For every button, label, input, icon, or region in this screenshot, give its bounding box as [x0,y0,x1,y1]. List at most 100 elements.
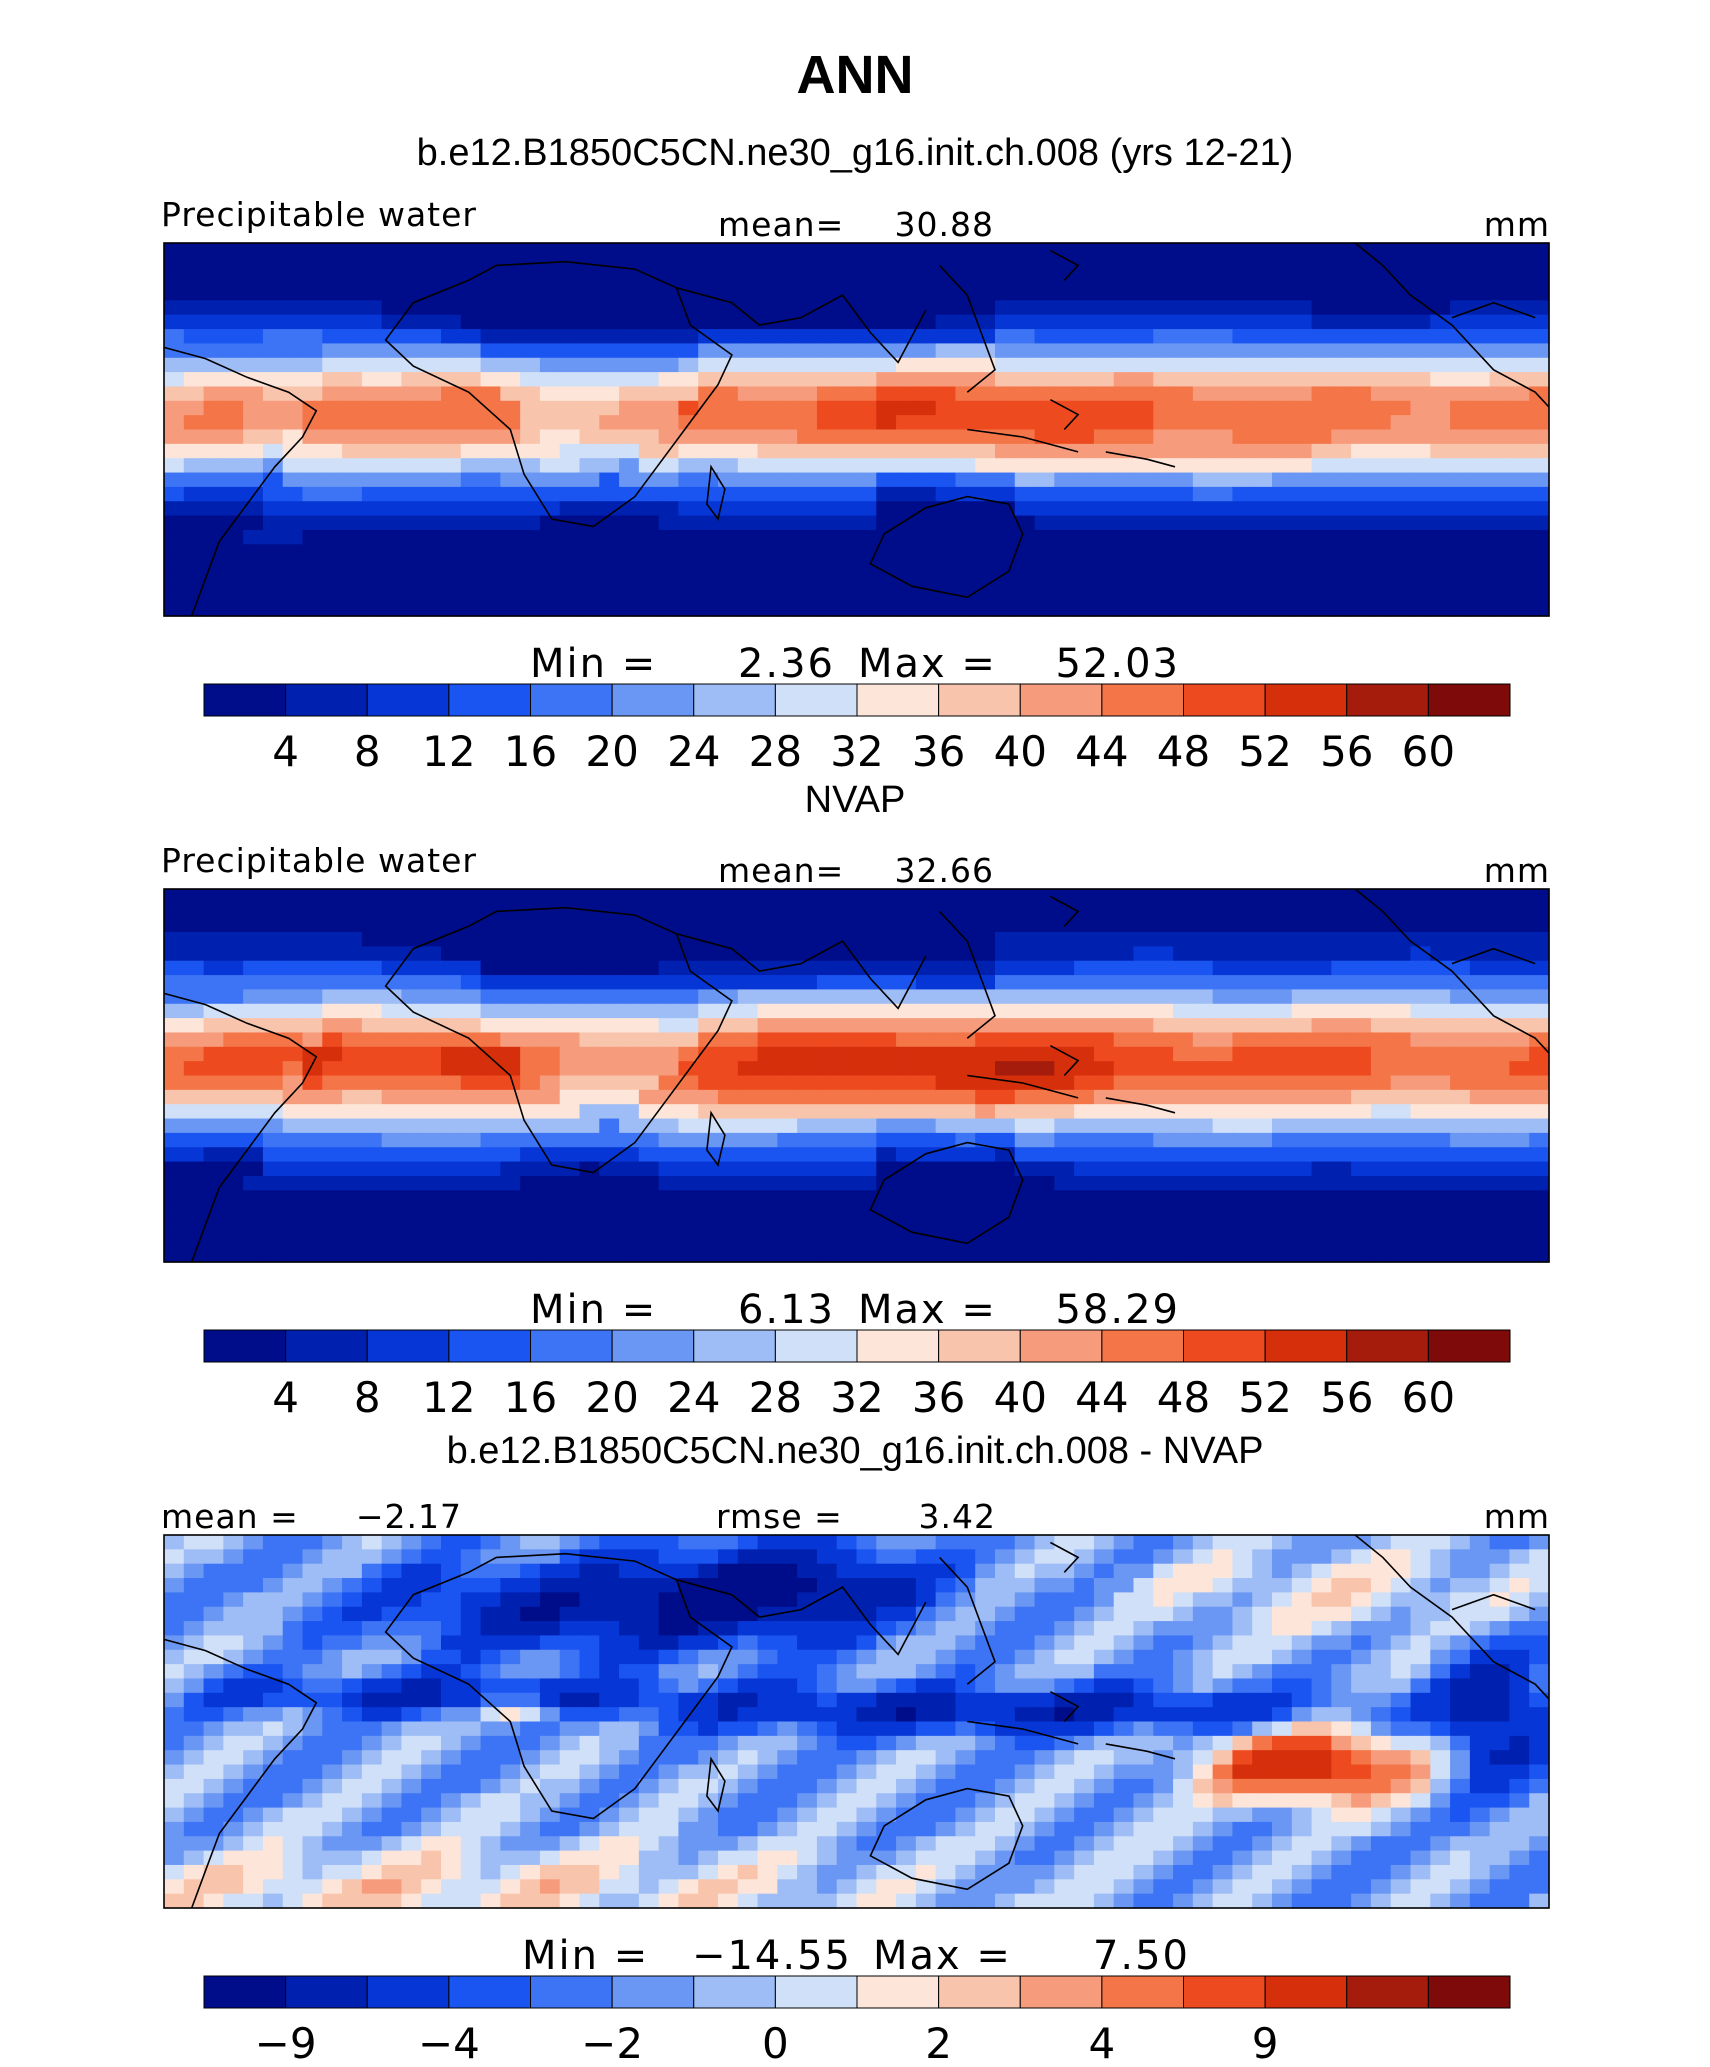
map-cell [876,1118,897,1134]
map-cell [164,415,185,431]
map-cell [975,343,996,359]
map-cell [1212,515,1234,531]
map-cell [361,917,383,933]
map-cell [935,458,957,474]
map-cell [737,314,759,330]
map-cell [1311,443,1332,459]
map-cell [638,1233,660,1249]
map-cell [401,1549,422,1565]
map-cell [816,1233,838,1249]
map-cell [856,544,877,560]
map-cell [480,1563,501,1579]
map-cell [1034,529,1055,545]
map-cell [1351,1635,1372,1651]
map-cell [816,960,838,976]
map-cell [1509,357,1530,373]
map-cell [638,271,660,287]
map-cell [421,1692,442,1708]
map-cell [737,1104,759,1120]
map-cell [737,889,759,904]
map-cell [1034,314,1055,330]
max-value: 58.29 [1055,1287,1180,1333]
map-cell [1192,1247,1214,1263]
map-cell [797,1735,818,1751]
map-cell [1014,1233,1036,1249]
map-cell [421,1104,442,1120]
map-cell [361,458,383,474]
map-cell [282,1247,304,1263]
map-cell [322,300,343,316]
coastline [706,464,726,521]
map-cell [1054,572,1075,588]
map-cell [1291,501,1313,517]
map-cell [1489,889,1511,904]
map-cell [896,903,917,919]
map-cell [836,1190,858,1206]
map-cell [1153,1707,1174,1723]
map-cell [698,1061,719,1077]
map-cell [1192,1692,1214,1708]
map-cell [1192,1089,1214,1105]
map-cell [559,1003,581,1019]
map-cell [520,1735,541,1751]
map-cell [559,314,581,330]
map-cell [1370,1664,1392,1680]
map-cell [975,1621,996,1637]
map-cell [935,1778,957,1794]
map-cell [1370,1018,1392,1034]
map-cell [421,1018,442,1034]
map-cell [757,903,778,919]
map-cell [183,1621,205,1637]
map-cell [460,1606,482,1622]
map-cell [1153,1061,1174,1077]
map-cell [1054,1147,1075,1163]
map-cell [718,544,739,560]
map-cell [1351,1621,1372,1637]
map-cell [777,343,798,359]
map-cell [1212,286,1234,301]
map-cell [638,329,660,345]
map-cell [520,1578,541,1593]
map-cell [1370,1118,1392,1134]
map-cell [777,1190,798,1206]
map-cell [579,1190,600,1206]
map-cell [876,415,897,431]
map-cell [955,1563,976,1579]
map-cell [856,975,877,991]
map-cell [1014,975,1036,991]
map-cell [183,472,205,488]
map-cell [876,1204,897,1220]
map-cell [1509,1247,1530,1263]
map-cell [678,1592,699,1608]
map-cell [995,400,1016,416]
map-cell [1093,501,1115,517]
map-cell [896,1707,917,1723]
map-cell [896,472,917,488]
map-cell [243,587,264,603]
map-cell [262,400,284,416]
map-cell [599,946,620,962]
map-cell [896,1535,917,1550]
map-cell [1133,960,1154,976]
map-cell [975,372,996,388]
map-cell [1351,486,1372,502]
map-cell [915,1161,937,1177]
map-cell [658,1132,680,1148]
map-cell [1173,1018,1194,1034]
map-cell [421,1075,442,1091]
map-cell [342,544,363,560]
map-cell [559,558,581,574]
map-cell [836,572,858,588]
map-cell [1252,314,1273,330]
map-cell [816,1061,838,1077]
map-cell [1074,1147,1095,1163]
map-cell [282,1707,304,1723]
map-cell [421,1649,442,1665]
map-cell [460,1735,482,1751]
map-cell [757,1161,778,1177]
map-cell [421,486,442,502]
map-cell [1450,1247,1471,1263]
map-cell [421,415,442,431]
map-cell [1390,1635,1412,1651]
map-cell [1509,960,1530,976]
